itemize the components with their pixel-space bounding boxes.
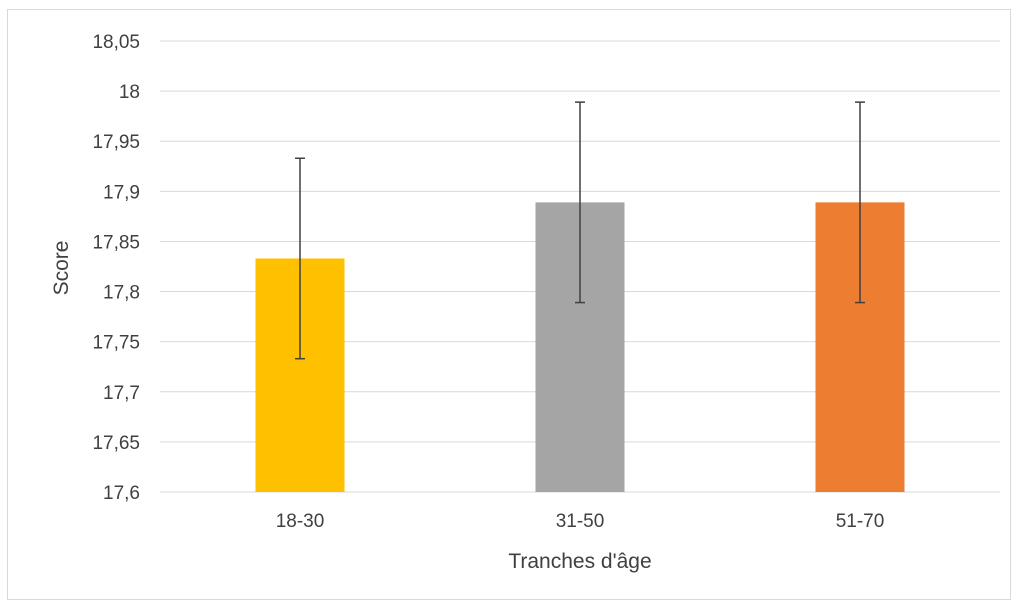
- x-tick-label: 31-50: [556, 511, 605, 532]
- y-tick-label: 17,6: [103, 483, 140, 504]
- error-bars: [295, 101, 865, 360]
- x-tick-label: 51-70: [836, 511, 885, 532]
- y-tick-label: 17,9: [103, 182, 140, 203]
- y-tick-label: 17,7: [103, 383, 140, 404]
- x-tick-label: 18-30: [276, 511, 325, 532]
- y-tick-label: 17,85: [92, 232, 140, 253]
- y-tick-label: 17,65: [92, 433, 140, 454]
- y-axis-ticks: 17,6 17,65 17,7 17,75 17,8 17,85 17,9 17,95 18 18…: [92, 32, 140, 504]
- y-tick-label: 17,75: [92, 333, 140, 354]
- x-axis-ticks: 18-30 31-50 51-70: [276, 511, 885, 532]
- y-axis-title: Score: [50, 241, 73, 296]
- x-axis-title: Tranches d'âge: [508, 550, 651, 573]
- y-tick-label: 17,95: [92, 132, 140, 153]
- y-tick-label: 17,8: [103, 283, 140, 304]
- y-tick-label: 18: [119, 82, 140, 103]
- y-tick-label: 18,05: [92, 32, 140, 53]
